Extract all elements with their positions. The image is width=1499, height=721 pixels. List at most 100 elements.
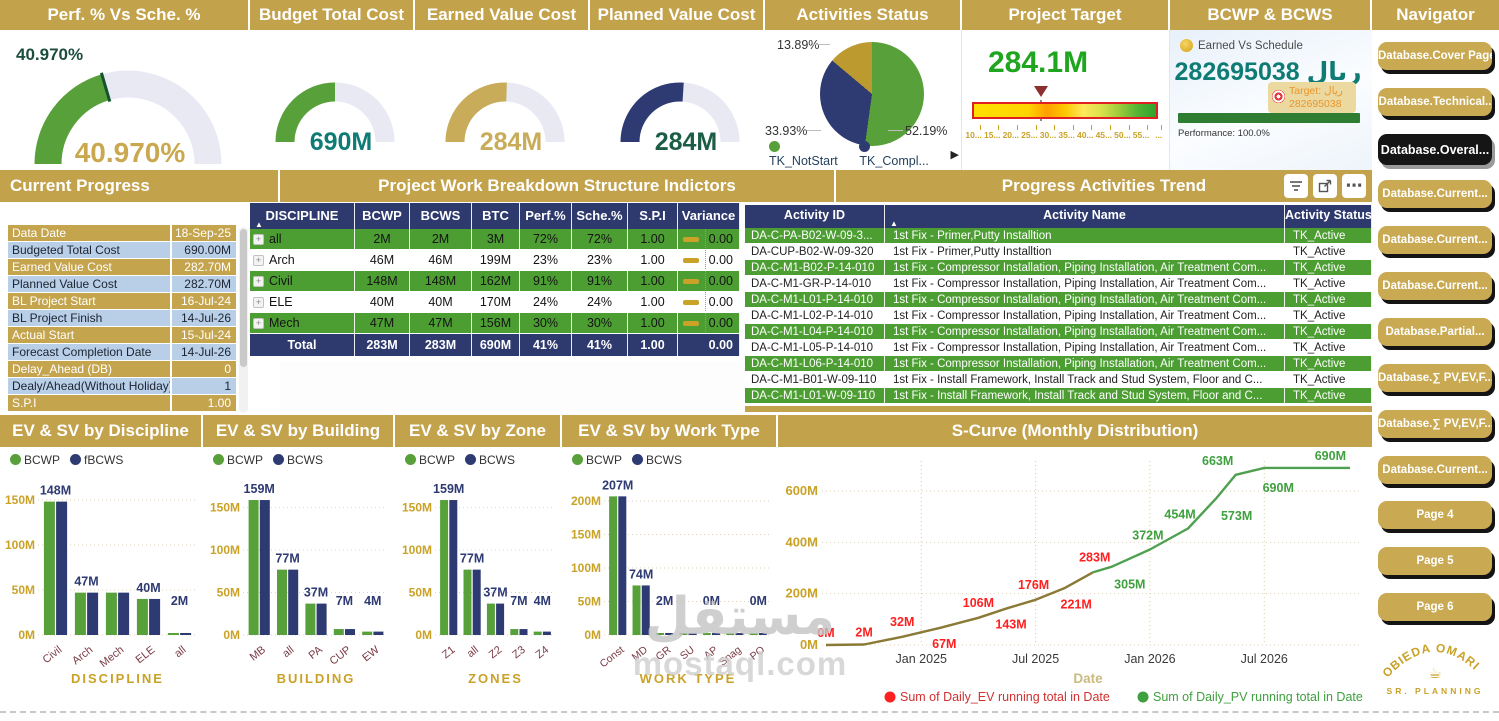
bar-bcws[interactable] [641, 585, 650, 635]
cp-row[interactable]: Dealy/Ahead(Without Holiday) 1 [8, 378, 236, 395]
cp-row[interactable]: Actual Start 15-Jul-24 [8, 327, 236, 344]
bar-bcwp[interactable] [655, 633, 664, 635]
wbs-row[interactable]: + Arch 46M 46M 199M 23% 23% 1.00 0.00 [250, 250, 740, 271]
bar-bcws[interactable] [449, 500, 458, 635]
nav-button-9[interactable]: Database.∑ PV,EV,F... [1378, 410, 1492, 438]
legend-item[interactable]: fBCWS [70, 453, 123, 467]
scrollbar-thumb[interactable] [240, 229, 247, 367]
trend-column-header[interactable]: Activity Status [1285, 205, 1372, 228]
bar-bcws[interactable] [56, 501, 68, 635]
wbs-row[interactable]: + all 2M 2M 3M 72% 72% 1.00 0.00 [250, 229, 740, 250]
trend-row[interactable]: DA-C-M1-L02-P-14-010 1st Fix - Compressor… [745, 308, 1372, 324]
trend-row[interactable]: DA-C-M1-L01-P-14-010 1st Fix - Compressor… [745, 292, 1372, 308]
cp-row[interactable]: Delay_Ahead (DB) 0 [8, 361, 236, 378]
trend-row[interactable]: DA-C-M1-GR-P-14-010 1st Fix - Compressor … [745, 276, 1372, 292]
expand-icon[interactable]: + [253, 234, 264, 245]
bar-bcwp[interactable] [136, 598, 148, 635]
trend-row[interactable]: DA-C-M1-L05-P-14-010 1st Fix - Compressor… [745, 340, 1372, 356]
bar-bcws[interactable] [519, 629, 528, 635]
bar-bcws[interactable] [496, 603, 505, 635]
bar-bcwp[interactable] [362, 631, 373, 635]
focus-mode-icon[interactable] [1313, 174, 1337, 198]
bar-bcwp[interactable] [702, 633, 711, 635]
bar-bcwp[interactable] [248, 500, 259, 635]
bar-bcwp[interactable] [486, 603, 495, 635]
bar-bcws[interactable] [180, 633, 192, 635]
bar-bcwp[interactable] [679, 633, 688, 635]
bar-bcws[interactable] [316, 603, 327, 635]
bar-bcws[interactable] [345, 629, 355, 635]
nav-button-2[interactable]: Database.Technical.. [1378, 88, 1492, 116]
legend-item[interactable]: BCWS [273, 453, 323, 467]
bar-bcws[interactable] [118, 592, 130, 635]
legend-item[interactable]: BCWP [572, 453, 622, 467]
legend-more-icon[interactable]: ▶ [950, 148, 959, 161]
bar-bcwp[interactable] [333, 629, 344, 635]
expand-icon[interactable]: + [253, 297, 264, 308]
nav-button-5[interactable]: Database.Current... [1378, 226, 1492, 254]
bar-bcwp[interactable] [74, 592, 86, 635]
legend-item[interactable]: BCWP [405, 453, 455, 467]
bar-bcws[interactable] [288, 569, 299, 635]
bar-bcwp[interactable] [726, 633, 735, 635]
nav-button-11[interactable]: Page 4 [1378, 501, 1492, 529]
wbs-row[interactable]: + Civil 148M 148M 162M 91% 91% 1.00 0.00 [250, 271, 740, 292]
bar-bcws[interactable] [665, 633, 674, 635]
trend-row[interactable]: DA-C-M1-L01-W-09-110 1st Fix - Install Fr… [745, 388, 1372, 404]
wbs-column-header[interactable]: Variance [678, 203, 740, 229]
wbs-column-header[interactable]: BCWS [410, 203, 472, 229]
nav-button-4[interactable]: Database.Current... [1378, 180, 1492, 208]
bar-bcws[interactable] [87, 592, 99, 635]
nav-button-8[interactable]: Database.∑ PV,EV,F... [1378, 364, 1492, 392]
nav-button-12[interactable]: Page 5 [1378, 547, 1492, 575]
wbs-column-header[interactable]: Sche.% [572, 203, 628, 229]
wbs-column-header[interactable]: BCWP [355, 203, 410, 229]
bar-bcws[interactable] [758, 633, 767, 635]
legend-item[interactable]: TK_Compl... [859, 140, 942, 168]
wbs-row[interactable]: + Mech 47M 47M 156M 30% 30% 1.00 0.00 [250, 313, 740, 334]
bar-bcwp[interactable] [510, 629, 519, 635]
nav-button-6[interactable]: Database.Current... [1378, 272, 1492, 300]
bar-bcwp[interactable] [533, 631, 542, 635]
bar-bcws[interactable] [712, 633, 721, 635]
nav-button-3[interactable]: Database.Overal... [1378, 134, 1492, 165]
legend-item[interactable]: TK_NotStart [769, 140, 851, 168]
bar-bcwp[interactable] [105, 592, 117, 635]
bar-bcwp[interactable] [167, 633, 179, 635]
more-options-icon[interactable]: ⋯ [1342, 174, 1366, 198]
nav-button-13[interactable]: Page 6 [1378, 593, 1492, 621]
scrollbar[interactable] [239, 227, 248, 413]
legend-item[interactable]: BCWP [10, 453, 60, 467]
bar-bcwp[interactable] [632, 585, 641, 635]
bar-bcws[interactable] [618, 496, 627, 635]
cp-row[interactable]: Forecast Completion Date 14-Jul-26 [8, 344, 236, 361]
bar-bcwp[interactable] [609, 496, 618, 635]
nav-button-10[interactable]: Database.Current... [1378, 456, 1492, 484]
expand-icon[interactable]: + [253, 318, 264, 329]
bar-bcwp[interactable] [463, 569, 472, 635]
filter-icon[interactable] [1284, 174, 1308, 198]
bar-bcwp[interactable] [440, 500, 449, 635]
bar-bcws[interactable] [149, 598, 161, 635]
legend-item[interactable]: BCWS [465, 453, 515, 467]
trend-row[interactable]: DA-C-M1-B01-W-09-110 1st Fix - Install Fr… [745, 372, 1372, 388]
bar-bcwp[interactable] [749, 633, 758, 635]
nav-button-7[interactable]: Database.Partial... [1378, 318, 1492, 346]
cp-row[interactable]: Data Date 18-Sep-25 [8, 225, 236, 242]
legend-item[interactable]: BCWS [632, 453, 682, 467]
wbs-column-header[interactable]: S.P.I [628, 203, 678, 229]
trend-row[interactable]: DA-C-PA-B02-W-09-3... 1st Fix - Primer,Pu… [745, 228, 1372, 244]
cp-row[interactable]: S.P.I 1.00 [8, 395, 236, 412]
bar-bcwp[interactable] [277, 569, 287, 635]
trend-column-header[interactable]: Activity Name ▲ [885, 205, 1285, 228]
bar-bcwp[interactable] [43, 501, 55, 635]
cp-row[interactable]: BL Project Start 16-Jul-24 [8, 293, 236, 310]
trend-row[interactable]: DA-C-M1-L06-P-14-010 1st Fix - Compressor… [745, 356, 1372, 372]
trend-row[interactable]: DA-CUP-B02-W-09-320 1st Fix - Primer,Putt… [745, 244, 1372, 260]
expand-icon[interactable]: + [253, 276, 264, 287]
wbs-column-header[interactable]: BTC [472, 203, 520, 229]
bar-bcwp[interactable] [305, 603, 316, 635]
legend-item[interactable]: BCWP [213, 453, 263, 467]
bar-bcws[interactable] [735, 633, 744, 635]
activities-pie[interactable] [820, 42, 924, 146]
